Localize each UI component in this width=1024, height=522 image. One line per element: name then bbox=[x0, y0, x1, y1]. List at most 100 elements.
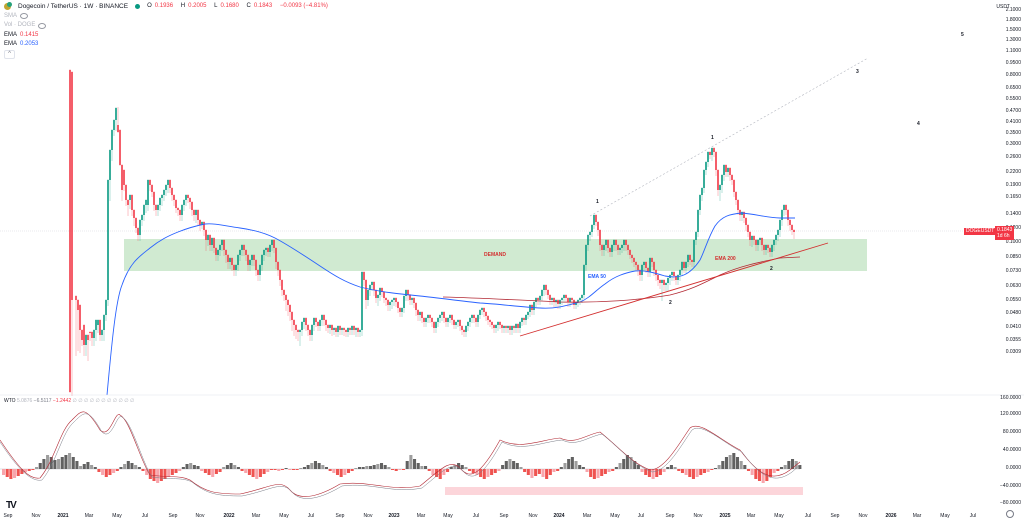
indicator-ema-200[interactable]: EMA 0.1415 bbox=[4, 31, 39, 38]
time-tick: Nov bbox=[858, 513, 868, 519]
wto-line-1 bbox=[0, 411, 801, 497]
symbol-title[interactable]: Dogecoin / TetherUS · 1W · BINANCE bbox=[18, 3, 129, 10]
time-tick: May bbox=[774, 513, 784, 519]
price-tick: 0.0550 bbox=[1005, 297, 1021, 303]
support-trendline bbox=[519, 242, 829, 337]
price-tick: 0.9500 bbox=[1005, 60, 1021, 66]
time-tick: Jul bbox=[969, 513, 977, 519]
price-tick: 0.0730 bbox=[1005, 268, 1021, 274]
oscillator-legend: WTO 5.0876 −6.5117 −1.2442 ∅ ∅ ∅ ∅ ∅ ∅ ∅… bbox=[4, 398, 135, 404]
hidden-eye-icon[interactable] bbox=[38, 22, 47, 29]
price-tick: 1.1000 bbox=[1005, 48, 1021, 54]
time-tick: 2024 bbox=[553, 513, 565, 519]
time-tick: Sep bbox=[665, 513, 675, 519]
currency-selector[interactable]: USDT bbox=[996, 4, 1010, 10]
wave-label: 5 bbox=[961, 32, 964, 38]
oscillator-tick: −80.0000 bbox=[1000, 500, 1021, 506]
time-tick: 2022 bbox=[223, 513, 235, 519]
oscillator-tick: 40.0000 bbox=[1002, 447, 1021, 453]
price-tick: 1.5000 bbox=[1005, 27, 1021, 33]
ema200-label: EMA 200 bbox=[715, 256, 736, 262]
price-tick: 0.4100 bbox=[1005, 119, 1021, 125]
oscillator-histogram bbox=[2, 453, 802, 483]
ohlc-values: O 0.1936 H 0.2005 L 0.1680 C 0.1843 −0.0093 … bbox=[147, 3, 328, 9]
time-tick: 2023 bbox=[388, 513, 400, 519]
current-price-tag: 0.1843 1d 6h bbox=[995, 226, 1015, 240]
wave-label: 1 bbox=[711, 135, 714, 141]
time-tick: Mar bbox=[251, 513, 261, 519]
time-tick: Nov bbox=[31, 513, 41, 519]
indicator-sma[interactable]: SMA bbox=[4, 12, 331, 22]
wave-label: 3 bbox=[856, 69, 859, 75]
oscillator-oversold-zone bbox=[445, 487, 803, 495]
time-tick: Mar bbox=[416, 513, 426, 519]
time-tick: Sep bbox=[830, 513, 840, 519]
price-tick: 0.0309 bbox=[1005, 349, 1021, 355]
time-tick: Jul bbox=[141, 513, 149, 519]
price-tick: 0.1650 bbox=[1005, 194, 1021, 200]
price-tick: 0.1900 bbox=[1005, 182, 1021, 188]
time-tick: Sep bbox=[168, 513, 178, 519]
time-tick: 2026 bbox=[885, 513, 897, 519]
time-tick: Jul bbox=[804, 513, 812, 519]
oscillator-tick: −40.0000 bbox=[1000, 483, 1021, 489]
oscillator-tick: 120.0000 bbox=[1000, 411, 1021, 417]
ema200-line bbox=[442, 256, 801, 303]
price-tick: 1.8000 bbox=[1005, 17, 1021, 23]
time-tick: Nov bbox=[195, 513, 205, 519]
time-tick: Sep bbox=[3, 513, 13, 519]
price-tick: 0.1000 bbox=[1005, 239, 1021, 245]
market-status-icon bbox=[135, 4, 141, 10]
price-tick: 0.0410 bbox=[1005, 324, 1021, 330]
price-tick: 0.2600 bbox=[1005, 154, 1021, 160]
price-tick: 0.0850 bbox=[1005, 254, 1021, 260]
time-tick: Nov bbox=[528, 513, 538, 519]
price-tick: 0.3500 bbox=[1005, 130, 1021, 136]
time-tick: Jul bbox=[472, 513, 480, 519]
wave-label: 1 bbox=[596, 199, 599, 205]
indicator-ema-50[interactable]: EMA 0.2053 bbox=[4, 41, 39, 47]
time-tick: Sep bbox=[335, 513, 345, 519]
dogecoin-icon bbox=[4, 2, 12, 11]
price-tick: 1.3000 bbox=[1005, 37, 1021, 43]
indicator-volume[interactable]: Vol · DOGE bbox=[4, 21, 331, 31]
time-tick: Mar bbox=[746, 513, 756, 519]
time-tick: Jul bbox=[637, 513, 645, 519]
oscillator-tick: 80.0000 bbox=[1002, 429, 1021, 435]
price-tick: 0.5500 bbox=[1005, 96, 1021, 102]
price-tick: 0.3000 bbox=[1005, 141, 1021, 147]
time-tick: Nov bbox=[693, 513, 703, 519]
time-tick: May bbox=[610, 513, 620, 519]
demand-label: DEMAND bbox=[484, 252, 506, 258]
time-tick: May bbox=[443, 513, 453, 519]
price-tick: 0.0355 bbox=[1005, 337, 1021, 343]
price-tick: 0.0630 bbox=[1005, 283, 1021, 289]
hidden-eye-icon[interactable] bbox=[20, 13, 29, 20]
price-tick: 2.1000 bbox=[1005, 7, 1021, 13]
oscillator-tick: 160.0000 bbox=[1000, 395, 1021, 401]
ema50-line bbox=[106, 212, 795, 396]
time-tick: May bbox=[112, 513, 122, 519]
wave-label: 4 bbox=[917, 121, 920, 127]
time-tick: May bbox=[279, 513, 289, 519]
oscillator-tick: 0.0000 bbox=[1005, 465, 1021, 471]
time-tick: 2021 bbox=[57, 513, 69, 519]
time-tick: Mar bbox=[912, 513, 922, 519]
candlestick-series bbox=[69, 69, 795, 396]
time-tick: May bbox=[940, 513, 950, 519]
time-tick: Jul bbox=[307, 513, 315, 519]
projection-line bbox=[589, 57, 869, 217]
time-tick: Nov bbox=[363, 513, 373, 519]
wave-label: 2 bbox=[770, 266, 773, 272]
price-tick: 0.0480 bbox=[1005, 310, 1021, 316]
ema50-label: EMA 50 bbox=[588, 274, 606, 280]
price-tick: 0.8000 bbox=[1005, 72, 1021, 78]
tradingview-logo[interactable]: TV bbox=[6, 500, 17, 511]
collapse-legend-button[interactable]: ^ bbox=[4, 50, 15, 60]
symbol-price-tag: DOGEUSDT bbox=[964, 228, 997, 235]
time-tick: 2025 bbox=[719, 513, 731, 519]
time-tick: Sep bbox=[499, 513, 509, 519]
settings-gear-icon[interactable] bbox=[1006, 510, 1014, 518]
price-tick: 0.1400 bbox=[1005, 211, 1021, 217]
